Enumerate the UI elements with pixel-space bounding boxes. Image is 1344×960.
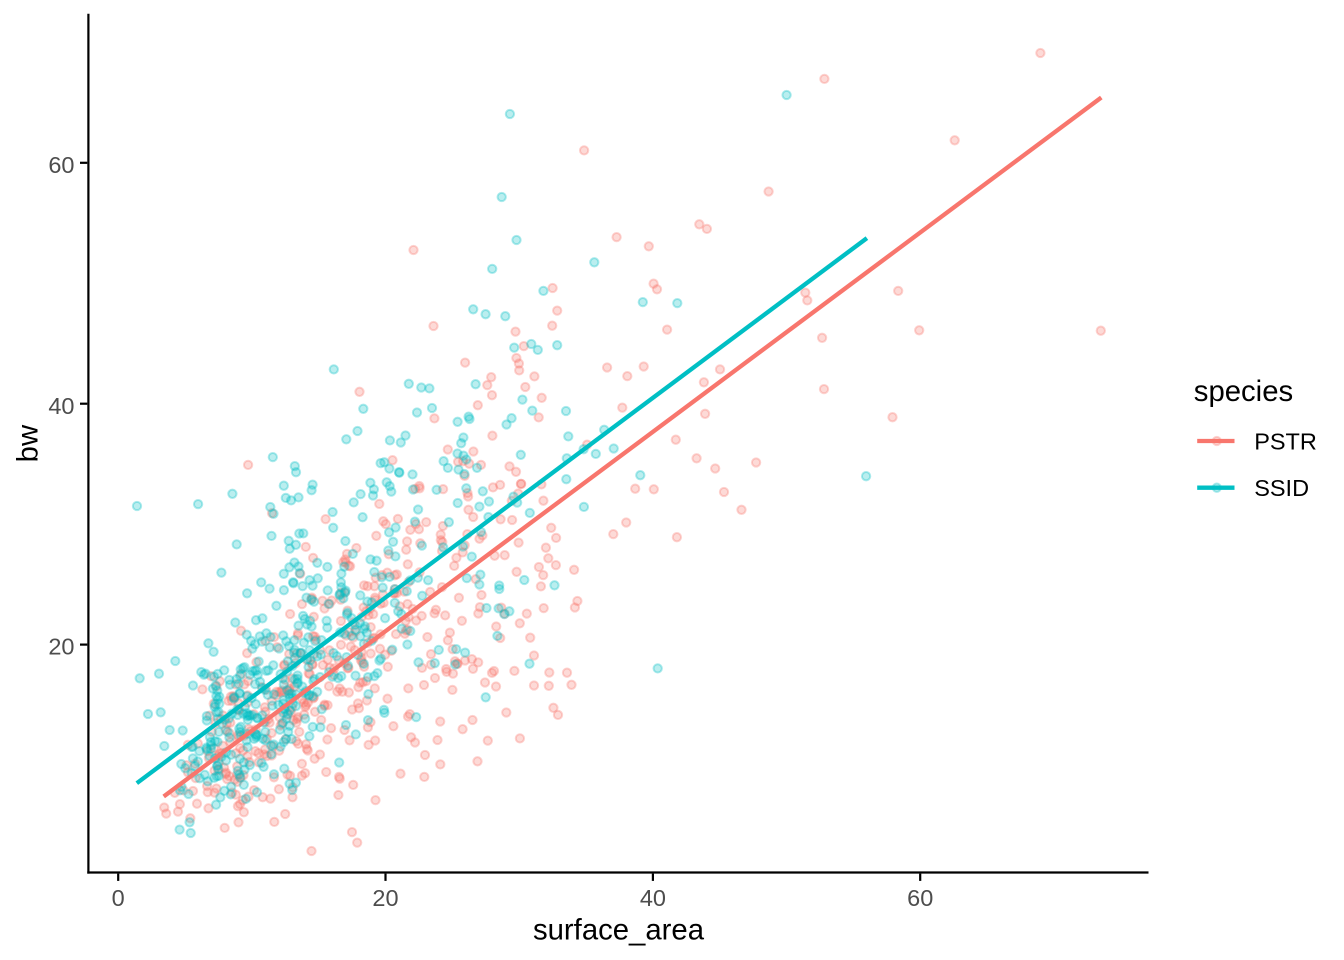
svg-text:20: 20 <box>48 634 74 660</box>
svg-text:SSID: SSID <box>1254 475 1309 501</box>
svg-text:60: 60 <box>907 885 933 911</box>
svg-text:40: 40 <box>48 393 74 419</box>
svg-text:40: 40 <box>640 885 666 911</box>
svg-text:0: 0 <box>112 885 125 911</box>
svg-text:bw: bw <box>12 424 45 462</box>
svg-text:20: 20 <box>372 885 398 911</box>
svg-text:surface_area: surface_area <box>533 913 705 946</box>
svg-text:60: 60 <box>48 152 74 178</box>
svg-text:PSTR: PSTR <box>1254 428 1317 454</box>
svg-text:species: species <box>1194 375 1293 408</box>
